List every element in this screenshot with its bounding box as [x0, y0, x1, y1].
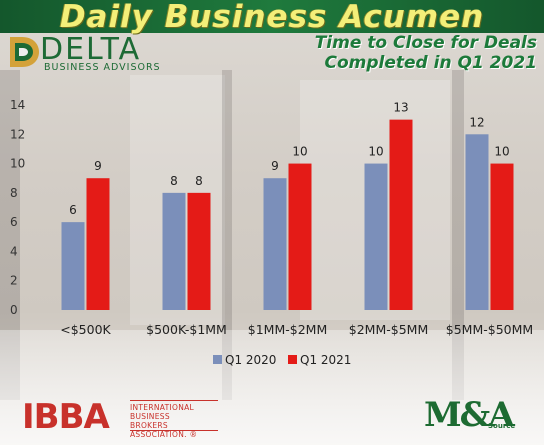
- bar-q1-2020: [263, 178, 287, 310]
- bar-q1-2020: [364, 163, 388, 310]
- ma-logo-mark: M&A: [424, 395, 515, 435]
- bar-q1-2021: [288, 163, 312, 310]
- data-label: 10: [292, 145, 307, 159]
- ma-source-logo: M&A Source: [424, 394, 516, 438]
- chart-title: Time to Close for Deals Completed in Q1 …: [315, 33, 537, 73]
- chart-title-line-1: Time to Close for Deals: [314, 33, 537, 53]
- legend-label-q1-2021: Q1 2021: [300, 353, 351, 367]
- legend-swatch-q1-2020: [213, 355, 222, 364]
- bar-q1-2020: [465, 134, 489, 310]
- bar-q1-2021: [86, 178, 110, 310]
- ma-logo-source: Source: [488, 422, 516, 430]
- y-tick-label: 14: [10, 98, 25, 112]
- delta-logo-icon: [10, 37, 39, 67]
- x-category-label: $500K-$1MM: [146, 322, 227, 337]
- data-label: 12: [469, 115, 484, 129]
- banner-title: Daily Business Acumen: [59, 0, 485, 35]
- ibba-logo-rule-bottom: [130, 430, 218, 431]
- ibba-logo-letters: IBBA: [22, 397, 110, 437]
- background-door-frame-left: [0, 70, 20, 400]
- header-banner: Daily Business Acumen: [0, 0, 544, 33]
- data-label: 9: [94, 159, 102, 173]
- x-category-label: $1MM-$2MM: [248, 322, 327, 337]
- ibba-logo-rule-top: [130, 400, 218, 401]
- bar-q1-2020: [61, 222, 85, 310]
- data-label: 6: [69, 203, 77, 217]
- ibba-text-line-3: ASSOCIATION. ®: [130, 430, 198, 439]
- ibba-logo-text: INTERNATIONAL BUSINESS BROKERS ASSOCIATI…: [130, 403, 202, 439]
- legend-label-q1-2020: Q1 2020: [225, 353, 276, 367]
- bar-q1-2021: [490, 163, 514, 310]
- ibba-text-line-2: BUSINESS BROKERS: [130, 412, 170, 430]
- bar-q1-2021: [389, 119, 413, 311]
- delta-logo-word: DELTA: [40, 32, 142, 67]
- y-tick-label: 2: [10, 274, 18, 288]
- legend-swatch-q1-2021: [288, 355, 297, 364]
- bar-q1-2021: [187, 192, 211, 310]
- data-label: 10: [368, 145, 383, 159]
- y-tick-label: 12: [10, 127, 25, 141]
- data-label: 8: [170, 174, 178, 188]
- bar-q1-2020: [162, 192, 186, 310]
- ibba-logo: IBBA INTERNATIONAL BUSINESS BROKERS ASSO…: [22, 397, 218, 439]
- x-category-label: $5MM-$50MM: [446, 322, 533, 337]
- ibba-text-line-1: INTERNATIONAL: [130, 403, 195, 412]
- y-tick-label: 8: [10, 186, 18, 200]
- delta-logo-subtitle: BUSINESS ADVISORS: [44, 62, 161, 73]
- y-tick-label: 4: [10, 244, 18, 258]
- data-label: 13: [393, 101, 408, 115]
- background-door-frame-mid: [222, 70, 232, 400]
- data-label: 8: [195, 174, 203, 188]
- data-label: 9: [271, 159, 279, 173]
- x-category-label: $2MM-$5MM: [349, 322, 428, 337]
- data-label: 10: [494, 145, 509, 159]
- x-category-label: <$500K: [60, 322, 111, 337]
- background-door-frame-right: [452, 70, 464, 400]
- y-tick-label: 0: [10, 303, 18, 317]
- y-tick-label: 6: [10, 215, 18, 229]
- y-tick-label: 10: [10, 157, 25, 171]
- background-floor: [0, 330, 544, 445]
- chart-title-line-2: Completed in Q1 2021: [324, 53, 538, 73]
